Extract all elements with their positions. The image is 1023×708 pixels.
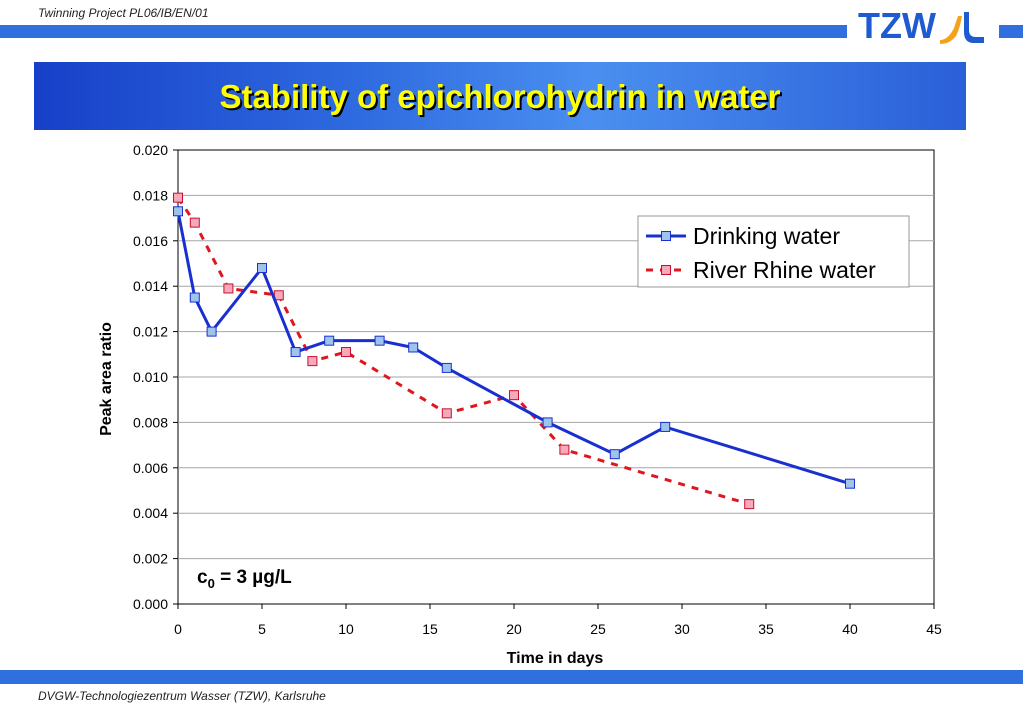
title-band: Stability of epichlorohydrin in water: [34, 62, 966, 130]
data-point: [559, 444, 570, 455]
y-tick-label: 0.002: [133, 551, 168, 567]
y-tick-label: 0.010: [133, 369, 168, 385]
x-tick-label: 20: [506, 621, 522, 637]
footer-bar: [0, 670, 1023, 684]
data-point: [660, 421, 671, 432]
data-point: [341, 347, 351, 358]
legend-label: Drinking water: [693, 223, 840, 249]
data-point: [257, 263, 267, 274]
data-point: [542, 417, 553, 428]
data-point: [509, 390, 519, 401]
legend-box: [637, 215, 910, 288]
concentration-annotation: c0 = 3 µg/L: [197, 567, 292, 591]
y-tick-label: 0.012: [133, 324, 168, 340]
data-point: [845, 478, 855, 489]
project-label: Twinning Project PL06/IB/EN/01: [38, 6, 209, 20]
data-point: [173, 192, 183, 203]
y-tick-label: 0.006: [133, 460, 168, 476]
data-point: [441, 408, 452, 419]
data-point: [173, 206, 183, 217]
data-point: [189, 292, 200, 303]
data-point: [307, 356, 318, 367]
x-tick-label: 25: [590, 621, 606, 637]
legend-swatch-marker: [661, 265, 671, 275]
legend-label: River Rhine water: [693, 257, 876, 283]
data-point: [223, 283, 234, 294]
legend-swatch-marker: [661, 231, 671, 241]
x-axis-label: Time in days: [507, 650, 604, 667]
x-tick-label: 5: [258, 621, 266, 637]
y-axis-label: Peak area ratio: [98, 322, 115, 436]
y-tick-label: 0.016: [133, 233, 168, 249]
logo-mark-icon: [940, 12, 984, 44]
x-tick-label: 35: [758, 621, 774, 637]
y-tick-label: 0.018: [133, 187, 168, 203]
slide-title: Stability of epichlorohydrin in water: [219, 78, 781, 115]
x-tick-label: 30: [674, 621, 690, 637]
y-tick-label: 0.008: [133, 414, 168, 430]
x-tick-label: 45: [926, 621, 942, 637]
data-point: [324, 335, 335, 346]
x-tick-label: 40: [842, 621, 858, 637]
legend: Drinking water River Rhine water: [637, 215, 910, 288]
x-tick-label: 15: [422, 621, 438, 637]
tzw-logo: TZW: [858, 6, 988, 46]
header-bar: [0, 25, 847, 38]
y-tick-label: 0.014: [133, 278, 168, 294]
data-point: [441, 362, 452, 373]
logo-text: TZW: [858, 5, 936, 46]
y-tick-label: 0.020: [133, 142, 168, 158]
data-point: [189, 217, 200, 228]
x-tick-label: 10: [338, 621, 354, 637]
data-point: [408, 342, 419, 353]
y-tick-label: 0.000: [133, 596, 168, 612]
data-point: [290, 347, 301, 358]
y-tick-label: 0.004: [133, 505, 168, 521]
data-point: [744, 499, 755, 510]
x-tick-label: 0: [174, 621, 182, 637]
data-point: [374, 335, 385, 346]
footer-label: DVGW-Technologiezentrum Wasser (TZW), Ka…: [38, 689, 326, 703]
header-bar-right: [999, 25, 1023, 38]
data-point: [206, 326, 217, 337]
data-point: [609, 449, 620, 460]
